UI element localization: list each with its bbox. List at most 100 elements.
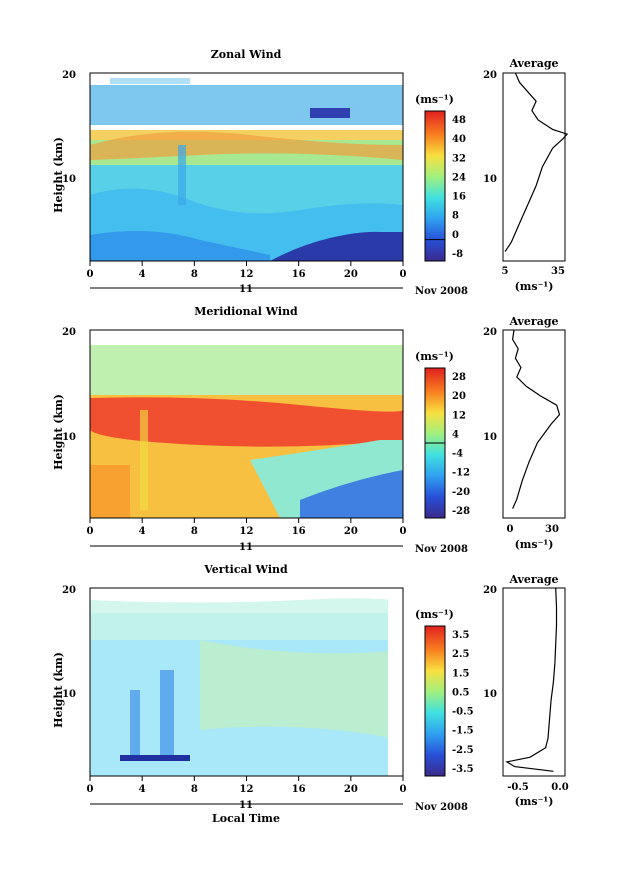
meridional-avg-ytick: 20 [483, 327, 497, 338]
meridional-avg-xlabel: (ms⁻¹) [515, 538, 554, 551]
meridional-cb-tick: 4 [452, 429, 459, 440]
vertical-cb-tick: -1.5 [452, 726, 474, 737]
vertical-cb-tick: 3.5 [452, 630, 469, 641]
vertical-x-tick: 0 [400, 784, 407, 795]
meridional-avg-xtick: 30 [545, 524, 559, 535]
vertical-xlabel: Local Time [212, 812, 280, 825]
zonal-cb-tick: 24 [452, 172, 466, 183]
vertical-panel: Vertical Wind 20 10 Height (km) 0 4 8 12 16 2… [52, 563, 569, 825]
zonal-cb-tick: 40 [452, 134, 466, 145]
zonal-cb-tick: 16 [452, 192, 466, 203]
meridional-x-tick: 12 [240, 526, 254, 537]
zonal-panel: Zonal Wind 20 10 Height (km) 0 4 8 12 16 20 0 … [52, 48, 569, 297]
vertical-avg-frame [502, 587, 566, 777]
meridional-cb-tick: 12 [452, 410, 466, 421]
meridional-avg-title: Average [508, 315, 558, 328]
zonal-x-tick: 12 [240, 269, 254, 280]
meridional-x-tick: 4 [139, 526, 146, 537]
meridional-x-tick: 20 [344, 526, 358, 537]
zonal-cb-tick: 48 [452, 115, 466, 126]
vertical-colorbar [424, 625, 446, 777]
zonal-date: 11 [239, 284, 253, 295]
vertical-avg-xtick: -0.5 [507, 782, 529, 793]
zonal-avg-ytick: 20 [483, 70, 497, 81]
meridional-y-tick: 20 [62, 327, 76, 338]
meridional-heatmap [90, 330, 403, 518]
vertical-x-tick: 4 [139, 784, 146, 795]
vertical-cb-unit: (ms⁻¹) [415, 608, 454, 621]
vertical-avg-xtick: 0.0 [551, 782, 568, 793]
meridional-date-suffix: Nov 2008 [415, 544, 468, 555]
meridional-cb-tick: -28 [452, 506, 470, 517]
vertical-x-tick: 12 [240, 784, 254, 795]
meridional-avg-frame [502, 329, 566, 519]
meridional-cb-tick: 20 [452, 391, 466, 402]
meridional-cb-tick: -12 [452, 468, 470, 479]
zonal-avg-title: Average [508, 57, 558, 70]
zonal-x-tick: 8 [191, 269, 198, 280]
meridional-title: Meridional Wind [194, 305, 298, 318]
vertical-cb-tick: -2.5 [452, 745, 474, 756]
vertical-x-tick: 8 [191, 784, 198, 795]
meridional-cb-unit: (ms⁻¹) [415, 350, 454, 363]
vertical-avg-line [505, 587, 558, 772]
zonal-heatmap [90, 73, 403, 261]
meridional-avg-line [511, 329, 561, 509]
zonal-cb-unit: (ms⁻¹) [415, 93, 454, 106]
vertical-avg-xlabel: (ms⁻¹) [515, 795, 554, 808]
meridional-x-tick: 0 [87, 526, 94, 537]
vertical-ylabel: Height (km) [52, 652, 65, 728]
vertical-avg-ytick: 10 [483, 689, 497, 700]
vertical-title: Vertical Wind [203, 563, 288, 576]
meridional-x-tick: 0 [400, 526, 407, 537]
zonal-cb-tick: 0 [452, 230, 459, 241]
vertical-cb-tick: 1.5 [452, 668, 469, 679]
zonal-avg-xtick: 5 [502, 266, 509, 277]
zonal-x-tick: 0 [400, 269, 407, 280]
zonal-avg-line [504, 72, 569, 252]
zonal-colorbar [424, 110, 446, 262]
zonal-avg-ytick: 10 [483, 174, 497, 185]
vertical-date-suffix: Nov 2008 [415, 802, 468, 813]
zonal-date-suffix: Nov 2008 [415, 286, 468, 297]
vertical-x-tick: 0 [87, 784, 94, 795]
meridional-y-tick: 10 [62, 432, 76, 443]
zonal-x-tick: 0 [87, 269, 94, 280]
vertical-cb-tick: -0.5 [452, 707, 474, 718]
vertical-x-tick: 20 [344, 784, 358, 795]
meridional-panel: Meridional Wind 20 10 Height (km) 0 4 8 12 1… [52, 305, 566, 555]
meridional-ylabel: Height (km) [52, 394, 65, 470]
meridional-avg-xtick: 0 [507, 524, 514, 535]
zonal-y-tick: 10 [62, 174, 76, 185]
meridional-cb-tick: 28 [452, 372, 466, 383]
meridional-date: 11 [239, 542, 253, 553]
vertical-heatmap [90, 588, 403, 776]
zonal-cb-tick: -8 [452, 249, 463, 260]
vertical-cb-tick: 2.5 [452, 649, 469, 660]
zonal-y-tick: 20 [62, 70, 76, 81]
vertical-cb-tick: 0.5 [452, 687, 469, 698]
meridional-avg-ytick: 10 [483, 432, 497, 443]
meridional-cb-tick: -4 [452, 449, 463, 460]
zonal-title: Zonal Wind [211, 48, 282, 61]
meridional-cb-tick: -20 [452, 487, 470, 498]
vertical-avg-ytick: 20 [483, 585, 497, 596]
meridional-x-tick: 8 [191, 526, 198, 537]
zonal-x-tick: 16 [292, 269, 306, 280]
vertical-y-tick: 20 [62, 585, 76, 596]
zonal-avg-xtick: 35 [551, 266, 565, 277]
zonal-x-tick: 20 [344, 269, 358, 280]
zonal-x-tick: 4 [139, 269, 146, 280]
zonal-ylabel: Height (km) [52, 137, 65, 213]
zonal-avg-frame [502, 72, 566, 262]
vertical-y-tick: 10 [62, 689, 76, 700]
vertical-x-tick: 16 [292, 784, 306, 795]
vertical-cb-tick: -3.5 [452, 764, 474, 775]
zonal-avg-xlabel: (ms⁻¹) [515, 280, 554, 293]
vertical-date: 11 [239, 800, 253, 811]
zonal-cb-tick: 32 [452, 153, 466, 164]
meridional-x-tick: 16 [292, 526, 306, 537]
vertical-avg-title: Average [508, 573, 558, 586]
zonal-cb-tick: 8 [452, 211, 459, 222]
